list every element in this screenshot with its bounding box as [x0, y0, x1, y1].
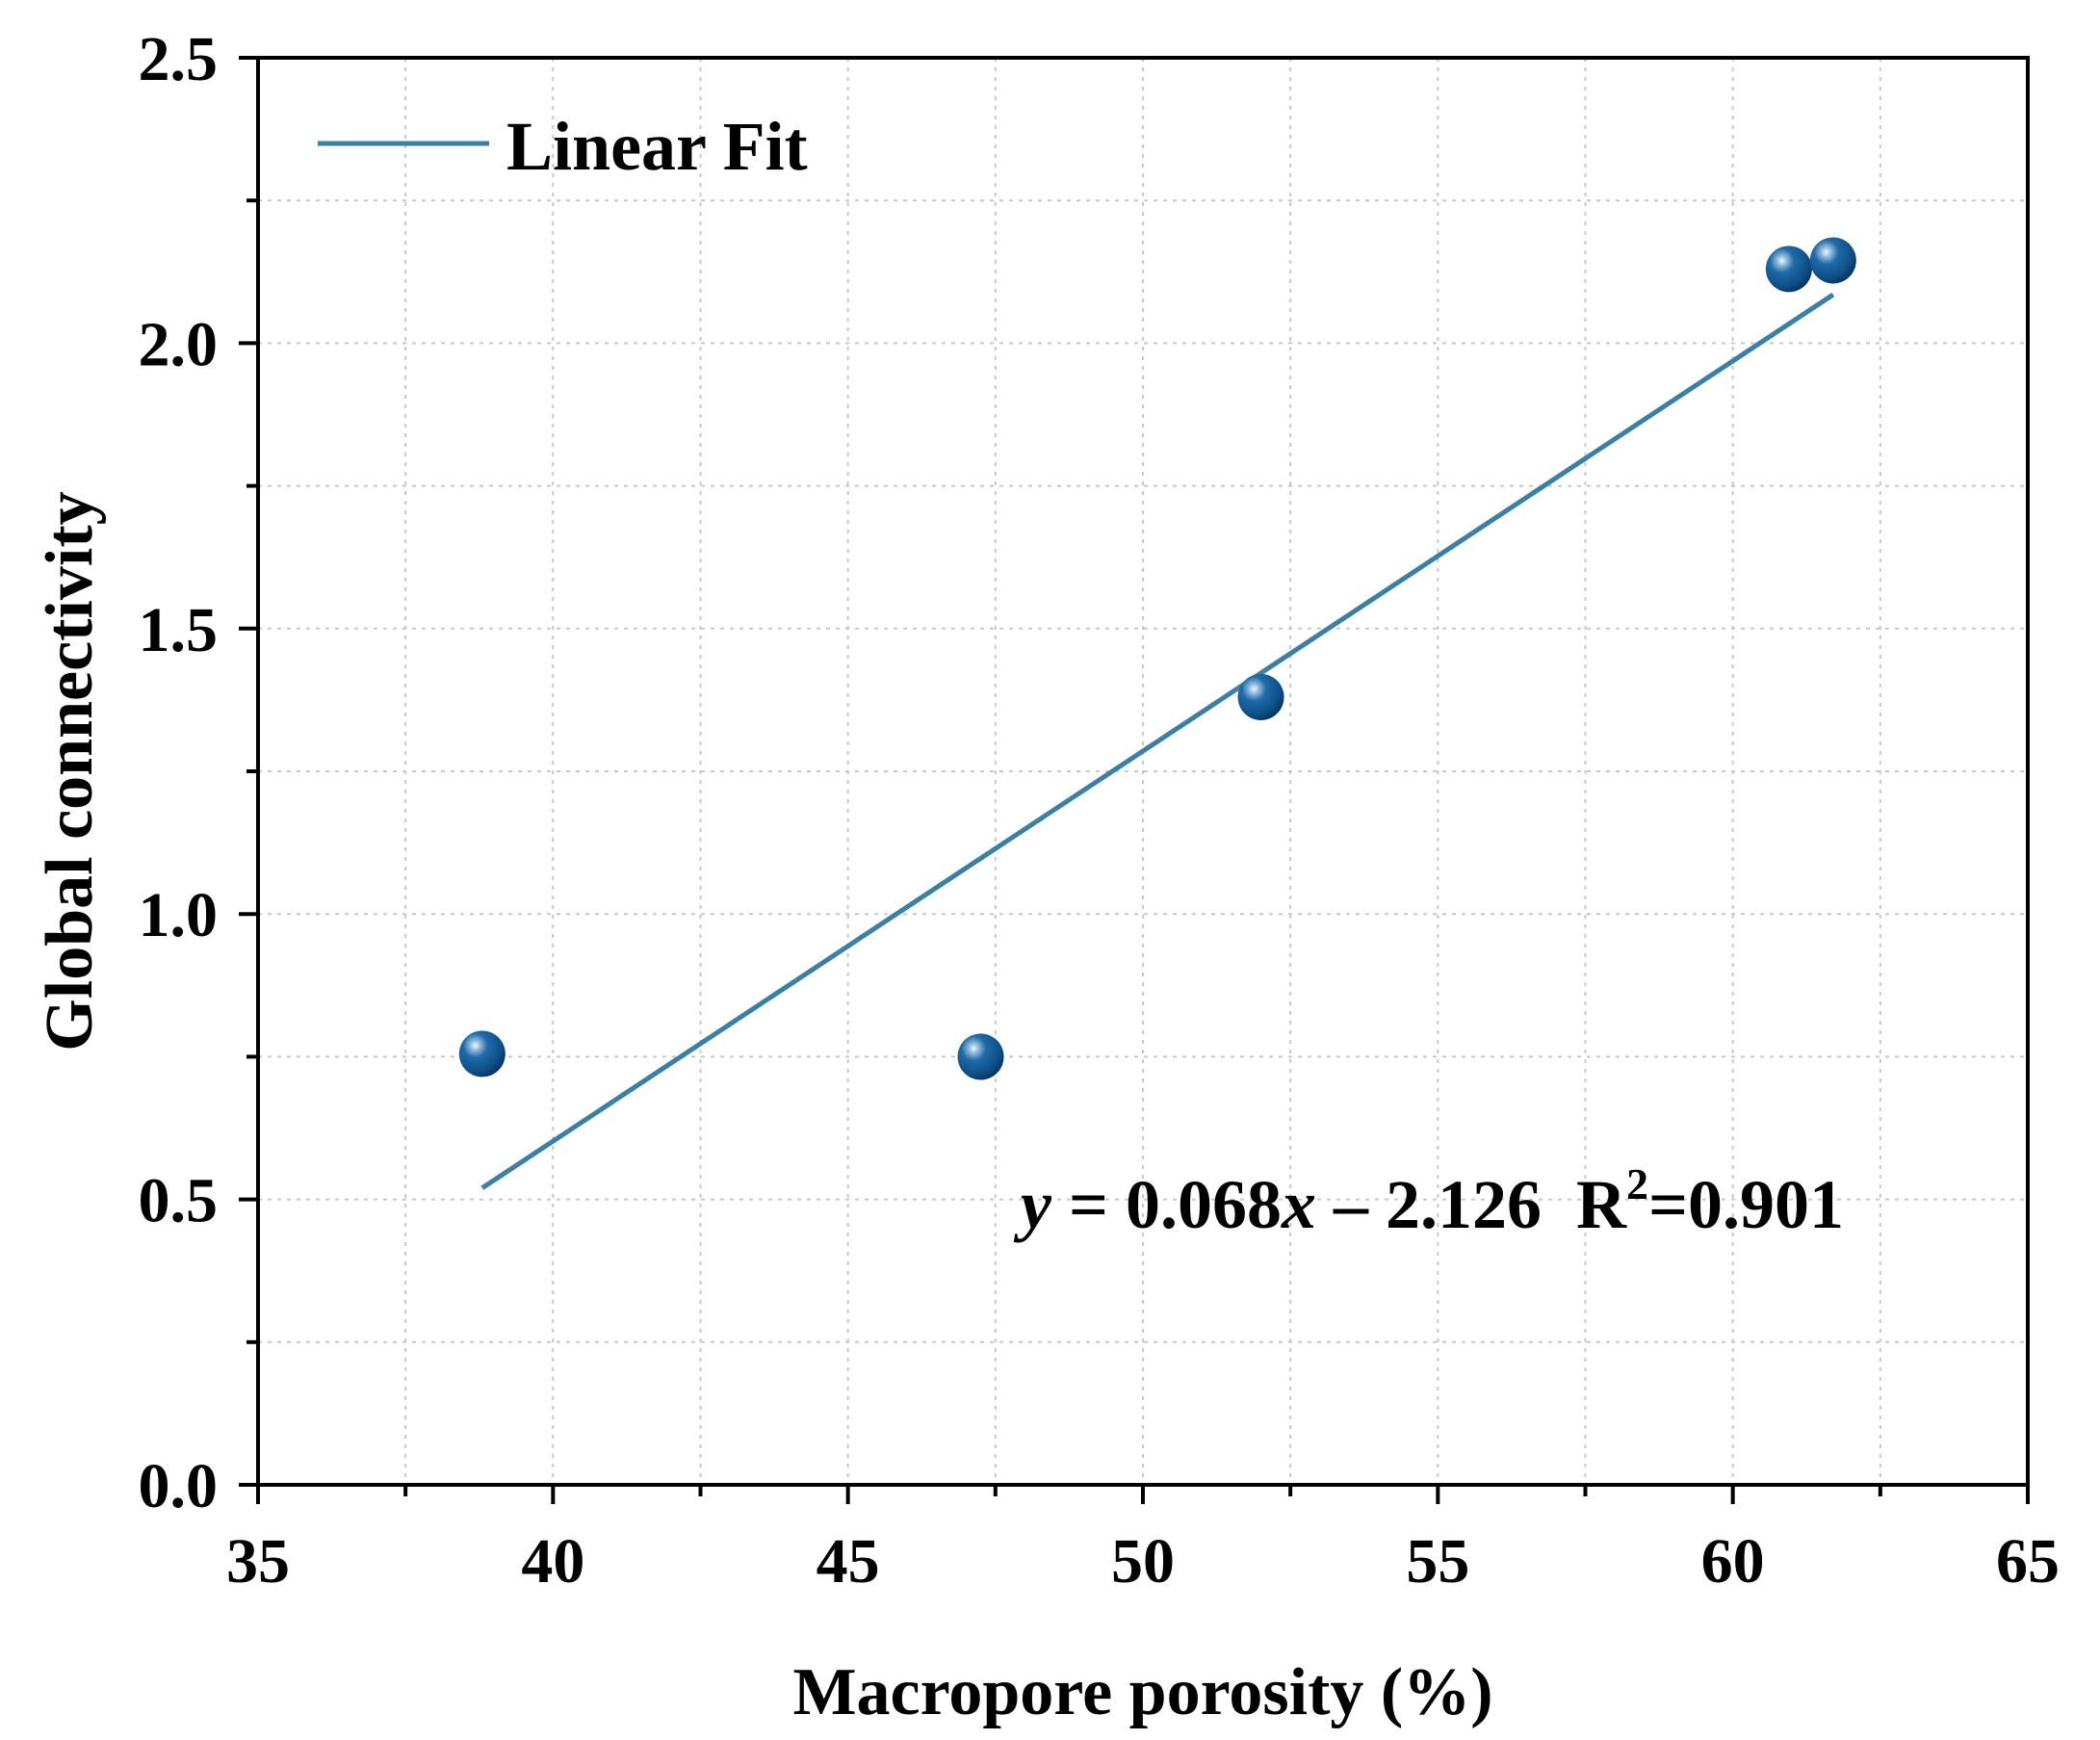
equation-y-var: y — [1013, 1166, 1052, 1243]
equation-r-squared-value: =0.901 — [1648, 1166, 1844, 1243]
x-tick-labels: 35 40 45 50 55 60 65 — [226, 1526, 2060, 1597]
equation-x-var: x — [1281, 1166, 1316, 1243]
grid-lines — [258, 58, 2028, 1485]
fit-equation: y = 0.068x – 2.126 R2=0.901 — [1013, 1159, 1844, 1243]
data-point — [1765, 246, 1812, 293]
y-tick-label: 2.5 — [139, 24, 219, 94]
legend: Linear Fit — [318, 108, 808, 185]
y-tick-label: 1.0 — [139, 880, 219, 950]
data-point — [957, 1033, 1004, 1080]
x-tick-label: 40 — [521, 1526, 584, 1597]
x-tick-label: 60 — [1701, 1526, 1765, 1597]
x-tick-label: 45 — [817, 1526, 880, 1597]
y-tick-label: 0.0 — [139, 1451, 219, 1521]
linear-fit-line — [480, 292, 1835, 1190]
y-tick-label: 1.5 — [139, 595, 219, 665]
equation-slope: = 0.068 — [1051, 1166, 1282, 1243]
y-tick-label: 2.0 — [139, 309, 219, 379]
x-tick-label: 35 — [226, 1526, 290, 1597]
x-tick-label: 55 — [1406, 1526, 1469, 1597]
y-tick-labels: 0.0 0.5 1.0 1.5 2.0 2.5 — [139, 24, 219, 1521]
equation-intercept: – 2.126 R — [1316, 1166, 1627, 1243]
legend-label: Linear Fit — [506, 108, 808, 185]
x-axis-title: Macropore porosity (%) — [792, 1655, 1492, 1729]
x-tick-label: 65 — [1996, 1526, 2060, 1597]
axis-ticks — [239, 56, 2030, 1504]
data-point — [1809, 237, 1856, 284]
y-tick-label: 0.5 — [139, 1166, 219, 1236]
data-point — [1237, 673, 1284, 720]
x-tick-label: 50 — [1111, 1526, 1175, 1597]
y-axis-title: Global connectivity — [33, 491, 107, 1051]
points-layer — [458, 237, 1856, 1080]
data-point — [458, 1030, 506, 1078]
equation-r-squared-exponent: 2 — [1626, 1159, 1648, 1208]
fit-layer — [480, 292, 1835, 1190]
